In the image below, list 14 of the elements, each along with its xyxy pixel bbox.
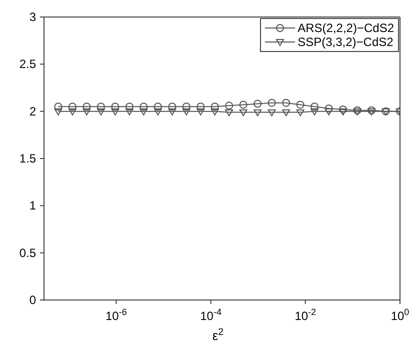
x-tick-label: 10$^{-4}$ <box>200 307 222 323</box>
x-tick-label: 10$^{-6}$ <box>105 307 127 323</box>
y-tick-label: 0 <box>29 293 36 307</box>
y-tick-label: 0.5 <box>19 246 36 260</box>
y-tick-label: 2.5 <box>19 57 36 72</box>
y-tick-label: 2 <box>29 104 36 118</box>
legend-label: SSP(3,3,2)−CdS2 <box>298 35 394 49</box>
y-tick-label: 1.5 <box>19 152 36 166</box>
x-axis-title: ε$^{2}$ <box>212 326 224 343</box>
legend-label: ARS(2,2,2)−CdS2 <box>298 21 394 35</box>
x-tick-label: 10$^{-2}$ <box>294 307 316 323</box>
y-tick-label: 3 <box>29 10 36 24</box>
x-tick-label: 10$^{0}$ <box>390 307 410 323</box>
y-tick-label: 1 <box>29 198 36 213</box>
